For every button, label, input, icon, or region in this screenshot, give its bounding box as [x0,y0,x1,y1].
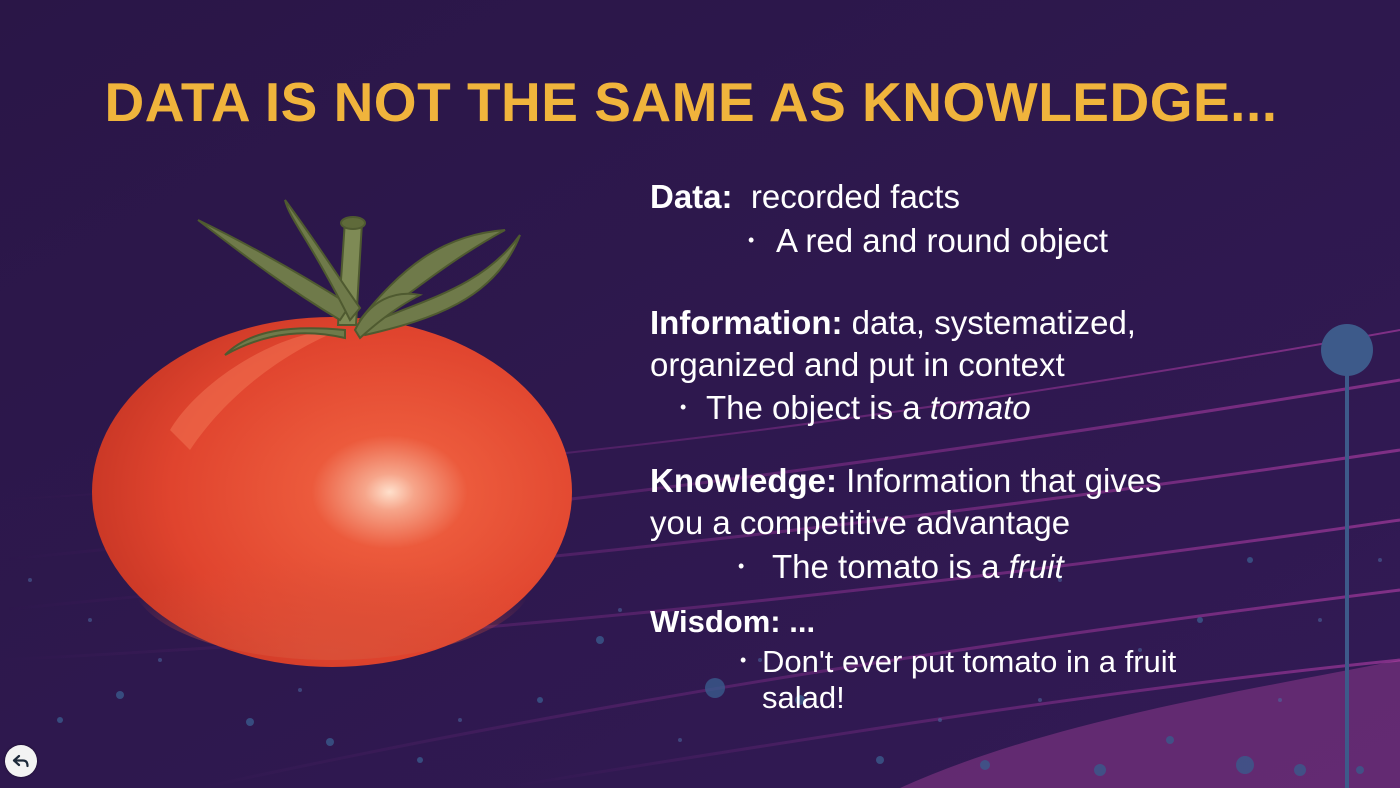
information-definition: Information: data, systematized, organiz… [650,302,1136,386]
information-text-line2: organized and put in context [650,346,1065,383]
bullet-dot: • [738,556,745,576]
tomato-image [92,199,572,667]
knowledge-bullet-text: The tomato is a [772,548,1009,585]
knowledge-bullet-emphasis: fruit [1008,548,1064,585]
bullet-dot: • [680,397,687,417]
information-label: Information: [650,304,843,341]
back-arrow-icon [12,754,29,768]
information-bullet: • The object is a tomato [680,386,1031,429]
bullet-dot: • [748,230,755,250]
knowledge-text: Information that gives [846,462,1162,499]
knowledge-label: Knowledge: [650,462,837,499]
wisdom-label: Wisdom: ... [650,604,816,639]
knowledge-bullet: • The tomato is a fruit [738,545,1064,588]
data-definition: Data: recorded facts [650,176,960,218]
slide-title: DATA IS NOT THE SAME AS KNOWLEDGE... [104,71,1278,133]
bullet-dot: • [740,650,747,670]
knowledge-text-line2: you a competitive advantage [650,504,1071,541]
wisdom-bullet-line2: salad! [762,680,845,715]
information-bullet-text: The object is a [706,389,930,426]
data-label: Data: [650,178,733,215]
information-bullet-emphasis: tomato [929,389,1031,426]
back-button[interactable] [5,745,37,777]
data-bullet: • A red and round object [748,219,1108,262]
data-bullet-text: A red and round object [776,222,1109,259]
data-text: recorded facts [750,178,960,215]
information-text: data, systematized, [851,304,1136,341]
wisdom-bullet: • Don't ever put tomato in a fruit [740,641,1176,681]
wisdom-bullet-line1: Don't ever put tomato in a fruit [762,644,1177,679]
wisdom-bullet-continuation: salad! [762,679,845,717]
knowledge-definition: Knowledge: Information that gives you a … [650,460,1162,544]
